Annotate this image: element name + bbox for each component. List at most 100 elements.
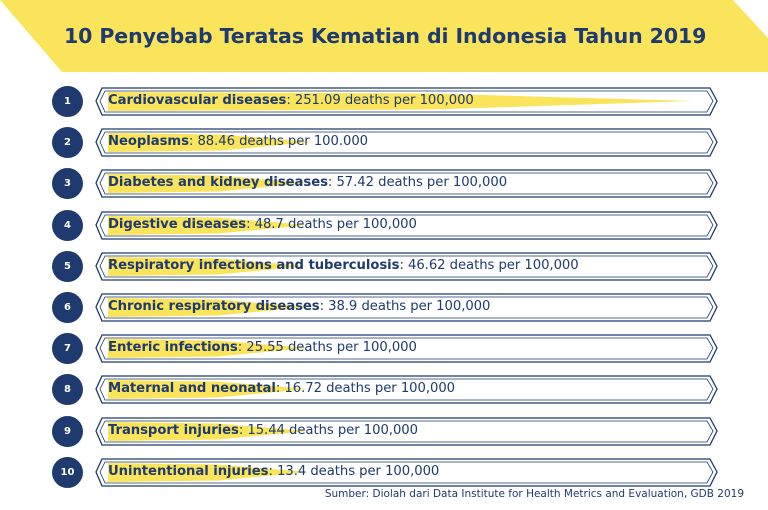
chart-title: 10 Penyebab Teratas Kematian di Indonesi… [64, 24, 707, 48]
bar-label: Unintentional injuries: 13.4 deaths per … [108, 463, 440, 479]
frame-outline [95, 334, 718, 363]
bar-label: Diabetes and kidney diseases: 57.42 deat… [108, 175, 508, 191]
unit-label: deaths per [310, 463, 381, 479]
rank-badge: 1 [52, 86, 83, 117]
frame-inner-outline [99, 214, 714, 236]
unit-label: deaths per [361, 299, 433, 314]
category-label: Neoplasms [108, 134, 189, 150]
bar-label: Digestive diseases: 48.7 deaths per 100,… [108, 216, 417, 232]
value-label: 38.9 [328, 299, 358, 314]
unit-label: deaths per [289, 422, 360, 438]
bar-label: Respiratory infections and tuberculosis:… [108, 257, 579, 273]
per-label: 100,000 [452, 175, 508, 191]
rank-badge: 10 [52, 456, 83, 488]
bar-frame [95, 252, 718, 281]
unit-label: deaths per [326, 381, 397, 397]
frame-inner-outline [99, 378, 714, 401]
frame-outline [95, 293, 718, 322]
category-label: Maternal and neonatal [108, 381, 276, 397]
title-banner: 10 Penyebab Teratas Kematian di Indonesi… [0, 0, 768, 72]
bar [108, 92, 693, 111]
category-label: Cardiovascular diseases [108, 93, 287, 108]
bar-frame [95, 87, 718, 116]
per-label: 100,000 [419, 93, 474, 108]
bar-frame [95, 416, 718, 446]
bar-label: Enteric infections: 25.55 deaths per 100… [108, 340, 417, 356]
frame-inner-outline [99, 90, 714, 113]
category-label: Chronic respiratory diseases [108, 299, 320, 314]
rank-badge: 9 [52, 415, 83, 447]
rank-badge: 2 [52, 127, 83, 159]
per-label: 100,000 [363, 422, 418, 438]
per-label: 100,000 [385, 463, 440, 479]
source-note: Sumber: Diolah dari Data Institute for H… [324, 488, 744, 500]
bar [108, 298, 308, 317]
bar-frame [95, 210, 718, 240]
category-label: Unintentional injuries [108, 463, 269, 479]
bar-label: Chronic respiratory diseases: 38.9 death… [108, 299, 491, 314]
value-label: 13.4 [277, 463, 307, 479]
bar [108, 421, 308, 441]
bar-frame [95, 458, 718, 487]
value-label: 46.62 [408, 257, 446, 273]
value-label: 88.46 [197, 134, 235, 150]
bar-frame [95, 334, 718, 363]
frame-inner-outline [99, 255, 714, 278]
bar-label: Neoplasms: 88.46 deaths per 100.000 [108, 134, 369, 150]
bar [108, 215, 308, 235]
value-label: 25.55 [246, 340, 284, 356]
value-label: 48.7 [254, 216, 284, 232]
frame-outline [95, 458, 718, 487]
unit-label: deaths per [287, 340, 359, 356]
unit-label: deaths per [344, 93, 416, 108]
banner-shape [0, 0, 768, 72]
rank-badge: 8 [52, 374, 83, 406]
rank-badge: 4 [52, 209, 83, 241]
rank-badge: 7 [52, 333, 83, 365]
unit-label: deaths per [239, 134, 310, 150]
frame-outline [95, 169, 718, 199]
per-label: 100,000 [524, 257, 579, 273]
category-label: Respiratory infections and tuberculosis [108, 257, 400, 273]
frame-outline [95, 210, 718, 240]
rank-badge: 5 [52, 250, 83, 282]
frame-inner-outline [99, 461, 714, 484]
value-label: 15.44 [247, 422, 285, 438]
per-label: 100,000 [362, 216, 417, 232]
value-label: 57.42 [336, 175, 374, 191]
bar-frame [95, 169, 718, 199]
frame-inner-outline [99, 131, 714, 154]
unit-label: deaths per [449, 257, 521, 273]
bar [108, 462, 308, 482]
bar [108, 380, 308, 400]
frame-inner-outline [99, 420, 714, 442]
bar-frame [95, 375, 718, 405]
frame-inner-outline [99, 172, 714, 195]
rank-badge: 6 [52, 292, 83, 323]
bar-frame [95, 128, 718, 157]
category-label: Transport injuries [108, 422, 239, 438]
frame-inner-outline [99, 337, 714, 360]
frame-inner-outline [99, 296, 714, 319]
per-label: 100,000 [436, 299, 491, 314]
frame-outline [95, 416, 718, 446]
per-label: 100.000 [313, 134, 369, 150]
category-label: Diabetes and kidney diseases [108, 175, 328, 191]
unit-label: deaths per [378, 175, 449, 191]
per-label: 100,000 [400, 381, 455, 397]
value-label: 251.09 [294, 93, 341, 108]
frame-outline [95, 375, 718, 405]
bar-label: Transport injuries: 15.44 deaths per 100… [108, 422, 418, 438]
bar [108, 133, 315, 153]
bar [108, 339, 308, 359]
category-label: Enteric infections [108, 340, 238, 356]
bar-label: Maternal and neonatal: 16.72 deaths per … [108, 381, 455, 397]
bar [108, 256, 308, 276]
frame-outline [95, 128, 718, 157]
bar-frame [95, 293, 718, 322]
per-label: 100,000 [362, 340, 417, 356]
frame-outline [95, 252, 718, 281]
rank-badge: 3 [52, 168, 83, 200]
value-label: 16.72 [284, 381, 322, 397]
unit-label: deaths per [287, 216, 359, 232]
